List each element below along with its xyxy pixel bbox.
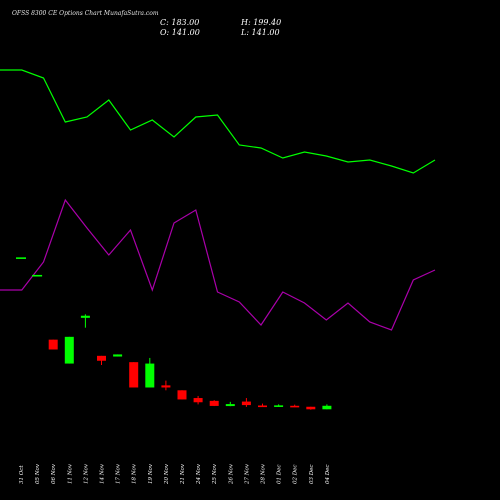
candle-body [258, 405, 267, 408]
upper-indicator-line [0, 69, 436, 174]
candle-body [64, 336, 74, 364]
x-tick-label: 27 Nov [244, 463, 250, 485]
x-tick-label: 06 Nov [51, 463, 57, 484]
high-value: H: 199.40 [241, 18, 282, 27]
candles [16, 257, 332, 410]
x-tick-label: 05 Nov [35, 463, 41, 484]
x-tick-label: 12 Nov [83, 463, 89, 484]
x-tick-label: 04 Dec [325, 465, 331, 485]
x-tick-label: 11 Nov [67, 463, 73, 484]
lower-indicator-line [0, 198, 436, 331]
x-tick-label: 25 Nov [212, 463, 218, 485]
candle-body [129, 362, 139, 388]
x-tick-label: 03 Dec [309, 465, 315, 485]
candle-body [225, 404, 235, 407]
candle-body [290, 405, 300, 408]
indicator-lines [0, 69, 436, 331]
candle-body [113, 354, 123, 357]
x-tick-label: 01 Dec [277, 465, 283, 485]
x-tick-label: 17 Nov [116, 463, 122, 484]
open-value: O: 141.00 [160, 28, 200, 37]
candle-body [145, 363, 155, 388]
x-tick-label: 28 Nov [261, 463, 267, 485]
candle-body [16, 257, 26, 259]
candle-body [241, 401, 251, 406]
x-tick-label: 14 Nov [100, 463, 106, 484]
candle-body [97, 355, 106, 361]
candle-body [80, 315, 90, 318]
candle-body [322, 405, 332, 410]
x-tick-label: 18 Nov [132, 463, 138, 484]
low-value: L: 141.00 [241, 28, 280, 37]
candle-body [177, 390, 187, 400]
candle-body [48, 339, 58, 350]
x-tick-label: 24 Nov [196, 463, 202, 485]
candle-body [209, 400, 219, 406]
candle-body [193, 398, 203, 403]
x-tick-label: 02 Dec [293, 465, 299, 485]
candle-body [306, 406, 316, 410]
x-axis-labels: 31 Oct 05 Nov 06 Nov 11 Nov 12 Nov 14 Nov 17 N… [19, 463, 331, 485]
x-tick-label: 19 Nov [148, 463, 154, 484]
x-tick-label: 31 Oct [19, 465, 25, 484]
x-tick-label: 26 Nov [228, 463, 234, 485]
x-tick-label: 20 Nov [164, 463, 170, 485]
close-value: C: 183.00 [160, 18, 200, 27]
x-tick-label: 21 Nov [180, 463, 186, 485]
chart-title: OFSS 8300 CE Options Chart MunafaSutra.c… [12, 10, 159, 17]
candle-body [161, 385, 171, 388]
candle-body [274, 405, 284, 407]
candle-body [32, 274, 43, 277]
